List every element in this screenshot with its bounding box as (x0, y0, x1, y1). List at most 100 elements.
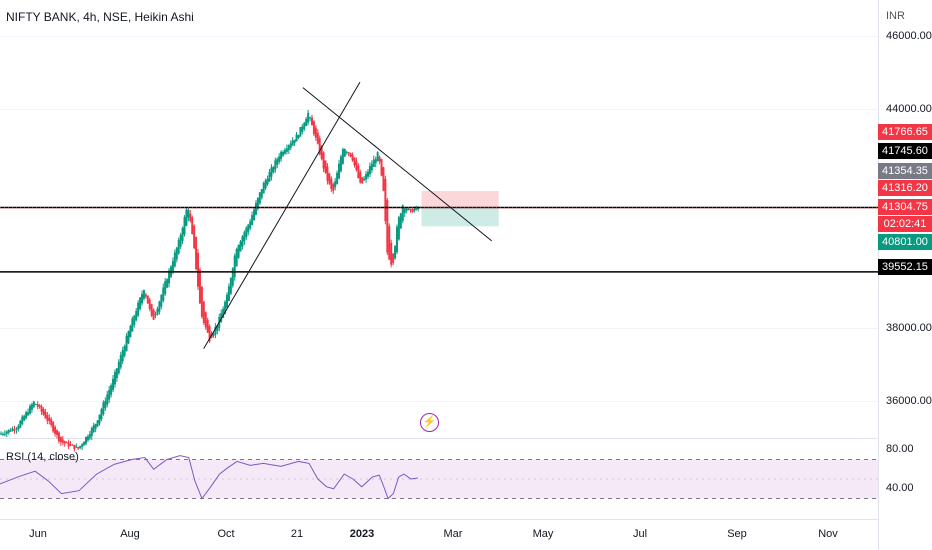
candle-body (388, 226, 391, 260)
candle-body (123, 345, 126, 356)
candle-body (399, 213, 402, 229)
candle-body (276, 158, 279, 165)
candle-body (148, 299, 151, 309)
candle-body (183, 217, 186, 235)
candle-body (347, 152, 350, 154)
candle-body (13, 429, 16, 431)
lightning-icon[interactable]: ⚡ (420, 413, 439, 432)
candle-body (417, 208, 420, 210)
candle-body (94, 424, 97, 429)
candle-body (141, 294, 144, 304)
candle-body (227, 286, 230, 302)
candle-body (115, 368, 118, 379)
candle-body (368, 166, 371, 175)
candle-body (324, 160, 327, 173)
candle-body (390, 242, 393, 265)
candle-body (407, 208, 410, 210)
candle-body (162, 287, 165, 301)
candle-body (283, 149, 286, 154)
candle-body (25, 412, 28, 419)
candle-body (181, 227, 184, 241)
candle-body (270, 167, 273, 177)
candle-body (121, 350, 124, 362)
candle-body (77, 446, 80, 449)
candle-body (197, 252, 200, 287)
candle-body (233, 255, 236, 277)
candle-body (166, 279, 169, 288)
candle-body (320, 146, 323, 159)
price-tick-label: 38000.00 (886, 321, 932, 334)
candle-body (168, 270, 171, 284)
candle-body (353, 157, 356, 166)
candle-body (386, 200, 389, 253)
candle-body (231, 268, 234, 286)
candle-body (158, 301, 161, 312)
candle-body (374, 159, 377, 164)
candle-body (48, 417, 51, 421)
candle-body (5, 431, 8, 434)
currency-label: INR (886, 10, 905, 22)
candle-body (222, 308, 225, 318)
chart-title: NIFTY BANK, 4h, NSE, Heikin Ashi (6, 10, 194, 24)
candle-body (73, 444, 76, 450)
candle-body (106, 394, 109, 405)
candle-body (401, 205, 404, 221)
candle-body (287, 145, 290, 151)
candle-body (86, 436, 89, 441)
candle-body (19, 420, 22, 428)
candle-body (363, 178, 366, 181)
candle-body (177, 239, 180, 254)
candle-body (11, 428, 14, 431)
candle-body (338, 163, 341, 179)
candle-body (278, 156, 281, 162)
candle-body (154, 314, 157, 316)
candle-body (365, 173, 368, 180)
candle-body (280, 151, 283, 160)
candle-body (316, 132, 319, 144)
candle-body (71, 444, 74, 446)
candle-body (208, 326, 211, 342)
candle-body (274, 160, 277, 170)
candle-body (282, 151, 285, 156)
candle-body (243, 232, 246, 242)
candle-body (413, 209, 416, 211)
candle-body (189, 213, 192, 221)
time-tick-label: Aug (120, 528, 140, 540)
price-tag: 02:02:41 (878, 216, 932, 232)
trendline (203, 81, 361, 349)
time-tick-label: 2023 (349, 528, 375, 540)
candle-body (171, 261, 174, 272)
candle-body (245, 227, 248, 237)
candle-body (100, 409, 103, 419)
candle-body (322, 152, 325, 169)
candle-body (23, 415, 26, 421)
candle-body (328, 173, 331, 184)
candle-body (46, 415, 49, 421)
candle-body (394, 246, 397, 259)
candle-body (133, 315, 136, 326)
candle-body (343, 149, 346, 157)
candle-body (40, 406, 43, 412)
candle-body (146, 295, 149, 304)
candle-body (110, 385, 113, 395)
candle-body (108, 389, 111, 400)
candle-body (204, 312, 207, 328)
candle-body (67, 442, 70, 447)
candle-body (392, 253, 395, 263)
candle-body (229, 277, 232, 294)
time-tick-label: May (532, 528, 554, 540)
candle-body (144, 294, 147, 297)
candle-body (253, 209, 256, 220)
candle-body (330, 178, 333, 189)
candle-body (249, 221, 252, 229)
candle-body (361, 177, 364, 184)
candle-body (59, 436, 62, 443)
candle-body (125, 335, 128, 351)
time-tick-label: Sep (727, 528, 747, 540)
candle-body (57, 432, 60, 442)
price-tag: 41766.65 (878, 124, 932, 140)
candle-body (202, 301, 205, 323)
candle-body (193, 225, 196, 249)
candle-body (293, 139, 296, 144)
